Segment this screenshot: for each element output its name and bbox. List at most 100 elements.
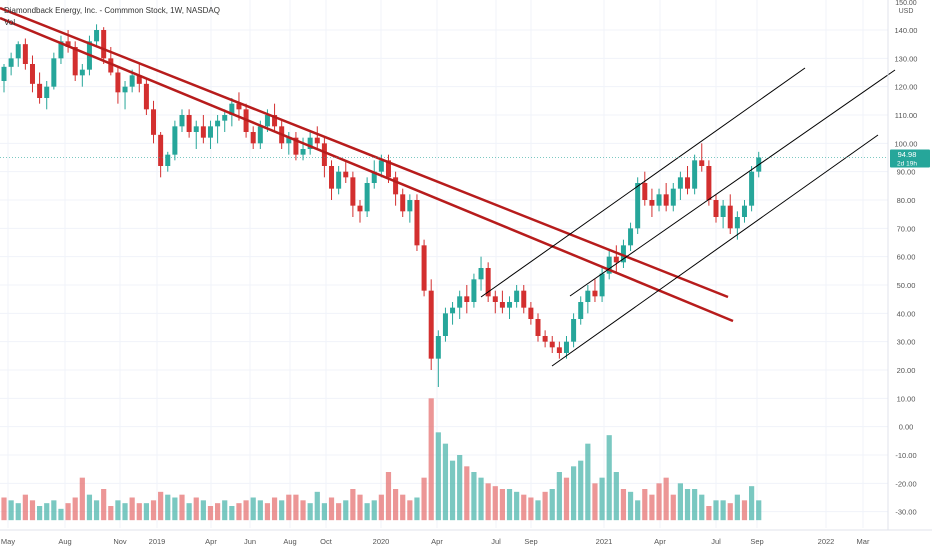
volume-bar <box>158 491 164 521</box>
candle <box>542 336 548 342</box>
volume-bar <box>692 489 698 521</box>
volume-bar <box>343 500 349 521</box>
time-tick-label: Jul <box>491 537 501 546</box>
candle <box>200 126 206 138</box>
candle <box>720 205 726 217</box>
volume-bar <box>122 503 128 521</box>
volume-bar <box>79 477 85 521</box>
volume-bar <box>613 472 619 521</box>
candle <box>1 66 7 81</box>
candle <box>29 64 35 84</box>
volume-bar <box>271 497 278 521</box>
candle <box>229 103 235 115</box>
candle <box>535 319 541 336</box>
candle <box>293 137 299 155</box>
candle <box>592 290 598 297</box>
channel-line-middle <box>569 69 896 297</box>
candle <box>51 58 57 87</box>
candle <box>749 171 755 206</box>
candle <box>136 75 142 84</box>
price-tick-label: 80.00 <box>897 196 916 205</box>
volume-bar <box>229 506 235 521</box>
candle <box>514 290 520 302</box>
time-tick-label: Apr <box>431 537 443 546</box>
volume-bar <box>449 460 456 521</box>
price-tick-label: 110.00 <box>895 111 917 120</box>
candle <box>464 296 470 302</box>
volume-bar <box>663 477 669 521</box>
volume-bar <box>129 497 135 521</box>
candle <box>314 137 320 144</box>
price-tick-label: 30.00 <box>897 338 916 347</box>
price-tick-label: 130.00 <box>895 54 918 63</box>
volume-bar <box>29 500 36 521</box>
current-price-label: 94.98 <box>898 150 917 159</box>
candle <box>329 166 335 189</box>
currency-label: USD <box>899 8 914 15</box>
price-tick-label: 100.00 <box>895 139 918 148</box>
volume-bar <box>506 489 513 521</box>
candle <box>108 58 114 73</box>
price-tick-label: 70.00 <box>897 224 916 233</box>
volume-bar <box>136 503 142 521</box>
time-tick-label: Jun <box>244 537 256 546</box>
candle <box>307 137 313 149</box>
time-tick-label: 2022 <box>818 537 835 546</box>
candle <box>385 160 391 178</box>
candle <box>264 115 270 127</box>
price-tick-label: 50.00 <box>897 281 916 290</box>
volume-bar <box>706 506 712 521</box>
chart-title: Diamondback Energy, Inc. - Commmon Stock… <box>4 6 220 15</box>
candle <box>400 194 406 212</box>
volume-bar <box>336 503 342 521</box>
candle <box>215 120 221 127</box>
volume-bar <box>207 506 214 521</box>
candle <box>656 194 662 206</box>
time-tick-label: Oct <box>320 537 333 546</box>
volume-bar <box>385 472 392 521</box>
candle <box>563 341 569 353</box>
candle <box>471 279 477 302</box>
candle <box>442 313 448 336</box>
volume-bar <box>44 503 50 521</box>
volume-bar <box>65 503 71 521</box>
candle <box>507 302 513 308</box>
price-tick-label: 140.00 <box>895 26 918 35</box>
candle <box>257 126 263 144</box>
volume-bar <box>435 432 441 521</box>
candle <box>677 177 683 189</box>
volume-bar <box>528 497 534 521</box>
price-tick-label: 10.00 <box>897 394 916 403</box>
volume-bar <box>400 494 406 521</box>
volume-bar <box>478 477 484 521</box>
countdown-label: 2d 19h <box>897 161 917 168</box>
candle <box>649 200 655 206</box>
volume-bar <box>101 489 107 521</box>
volume-bar <box>300 500 306 521</box>
candle <box>699 160 705 166</box>
volume-bar <box>58 508 64 521</box>
candle <box>250 132 256 144</box>
price-tick-label: -20.00 <box>895 479 916 488</box>
candle <box>407 200 413 212</box>
candle <box>428 290 434 359</box>
candle <box>457 296 463 308</box>
volume-bar <box>314 491 320 521</box>
volume-bar <box>279 500 285 521</box>
volume-bar <box>264 503 271 521</box>
red-trendline-lower <box>0 16 734 323</box>
volume-bar <box>677 483 683 521</box>
volume-bar <box>521 494 527 521</box>
volume-bar <box>407 500 413 521</box>
volume-bar <box>556 472 562 521</box>
candle <box>286 137 292 144</box>
candle <box>393 177 399 195</box>
volume-bar <box>535 500 541 521</box>
time-tick-label: Nov <box>113 537 127 546</box>
volume-bar <box>492 486 498 521</box>
volume-bar <box>599 477 605 521</box>
volume-bar <box>635 500 641 521</box>
price-tick-label: -10.00 <box>895 451 916 460</box>
